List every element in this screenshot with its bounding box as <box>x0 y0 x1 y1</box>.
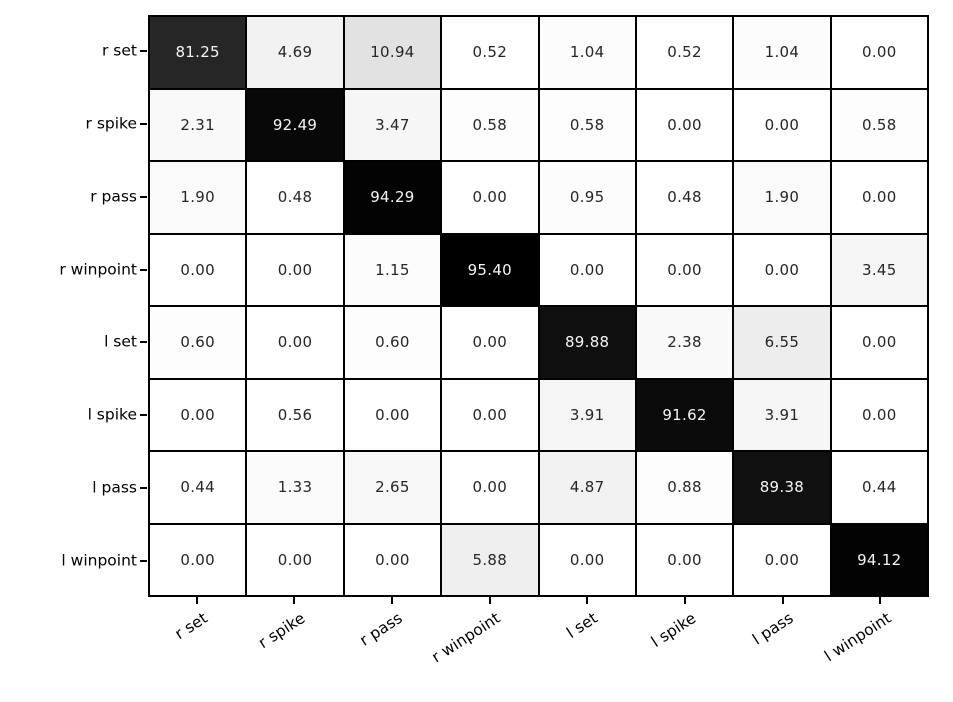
heatmap-cell: 4.87 <box>539 452 635 523</box>
heatmap-cell: 2.65 <box>344 452 441 523</box>
heatmap-cell: 1.04 <box>734 17 830 88</box>
heatmap-cell: 0.58 <box>831 89 927 160</box>
y-tick-label: l set <box>104 333 137 352</box>
y-tick-label: r spike <box>85 114 137 133</box>
heatmap-grid: 81.25 4.69 10.94 0.52 1.04 0.52 1.04 0.00 2.31 92… <box>148 15 929 597</box>
x-tick-mark <box>879 597 882 604</box>
heatmap-cell: 81.25 <box>150 17 246 88</box>
heatmap-cell: 0.88 <box>636 452 733 523</box>
y-tick-mark <box>140 50 147 53</box>
x-tick-mark <box>488 597 491 604</box>
heatmap-cell: 94.29 <box>344 162 441 233</box>
heatmap-cell: 2.31 <box>150 89 246 160</box>
x-tick-label: r spike <box>255 609 309 653</box>
y-tick-label: r pass <box>90 187 137 206</box>
heatmap-cell: 92.49 <box>247 89 343 160</box>
y-tick-mark <box>140 414 147 417</box>
heatmap-cell: 0.00 <box>636 234 733 305</box>
heatmap-cell: 3.47 <box>344 89 441 160</box>
y-tick-label: l pass <box>92 478 137 497</box>
heatmap-cell: 0.44 <box>150 452 246 523</box>
heatmap-cell: 0.00 <box>636 524 733 595</box>
x-tick-mark <box>781 597 784 604</box>
heatmap-cell: 5.88 <box>442 524 538 595</box>
y-tick-mark <box>140 195 147 198</box>
heatmap-cell: 0.00 <box>831 307 927 378</box>
heatmap-cell: 10.94 <box>344 17 441 88</box>
heatmap-cell: 2.38 <box>636 307 733 378</box>
heatmap-cell: 1.04 <box>539 17 635 88</box>
heatmap-cell: 0.52 <box>636 17 733 88</box>
heatmap-cell: 0.00 <box>442 379 538 450</box>
heatmap-cell: 0.00 <box>150 234 246 305</box>
heatmap-cell: 0.00 <box>734 524 830 595</box>
heatmap-cell: 0.00 <box>150 524 246 595</box>
x-tick-mark <box>391 597 394 604</box>
y-tick-mark <box>140 559 147 562</box>
x-tick-mark <box>293 597 296 604</box>
y-tick-mark <box>140 486 147 489</box>
heatmap-cell: 89.88 <box>539 307 635 378</box>
heatmap-cell: 3.45 <box>831 234 927 305</box>
x-tick-label: r pass <box>356 609 406 650</box>
heatmap-cell: 0.00 <box>831 379 927 450</box>
heatmap-cell: 0.00 <box>442 452 538 523</box>
heatmap-cell: 0.00 <box>247 234 343 305</box>
y-tick-mark <box>140 123 147 126</box>
heatmap-cell: 0.60 <box>150 307 246 378</box>
x-tick-mark <box>195 597 198 604</box>
heatmap-cell: 3.91 <box>539 379 635 450</box>
y-tick-mark <box>140 341 147 344</box>
x-tick-label: l set <box>563 609 602 643</box>
heatmap-cell: 0.00 <box>150 379 246 450</box>
heatmap-cell: 0.00 <box>247 524 343 595</box>
heatmap-cell: 0.44 <box>831 452 927 523</box>
heatmap-cell: 0.95 <box>539 162 635 233</box>
x-tick-label: l winpoint <box>820 609 894 666</box>
heatmap-cell: 1.90 <box>150 162 246 233</box>
heatmap-cell: 0.00 <box>831 162 927 233</box>
heatmap-cell: 1.33 <box>247 452 343 523</box>
heatmap-cell: 0.56 <box>247 379 343 450</box>
heatmap-cell: 0.00 <box>247 307 343 378</box>
heatmap-cell: 0.60 <box>344 307 441 378</box>
heatmap-cell: 0.48 <box>247 162 343 233</box>
x-tick-mark <box>586 597 589 604</box>
heatmap-cell: 0.00 <box>734 234 830 305</box>
y-tick-label: r set <box>102 42 137 61</box>
x-tick-label: r set <box>171 609 211 644</box>
heatmap-cell: 89.38 <box>734 452 830 523</box>
heatmap-cell: 0.00 <box>734 89 830 160</box>
heatmap-cell: 0.00 <box>636 89 733 160</box>
heatmap-cell: 0.00 <box>539 524 635 595</box>
x-tick-label: l spike <box>647 609 699 652</box>
heatmap-cell: 0.58 <box>539 89 635 160</box>
x-tick-mark <box>683 597 686 604</box>
x-tick-label: r winpoint <box>428 609 504 667</box>
heatmap-cell: 0.58 <box>442 89 538 160</box>
heatmap-cell: 1.90 <box>734 162 830 233</box>
heatmap-cell: 0.00 <box>442 162 538 233</box>
heatmap-cell: 0.48 <box>636 162 733 233</box>
y-tick-mark <box>140 268 147 271</box>
heatmap-cell: 0.00 <box>442 307 538 378</box>
heatmap-cell: 95.40 <box>442 234 538 305</box>
heatmap-cell: 94.12 <box>831 524 927 595</box>
heatmap-cell: 0.52 <box>442 17 538 88</box>
x-tick-label: l pass <box>749 609 797 649</box>
y-tick-label: l winpoint <box>61 551 137 570</box>
heatmap-cell: 4.69 <box>247 17 343 88</box>
heatmap-cell: 0.00 <box>831 17 927 88</box>
y-tick-label: r winpoint <box>59 260 137 279</box>
heatmap-cell: 1.15 <box>344 234 441 305</box>
heatmap-cell: 0.00 <box>539 234 635 305</box>
y-tick-label: l spike <box>87 405 137 424</box>
heatmap-cell: 0.00 <box>344 379 441 450</box>
heatmap-cell: 3.91 <box>734 379 830 450</box>
heatmap-cell: 0.00 <box>344 524 441 595</box>
heatmap-cell: 6.55 <box>734 307 830 378</box>
heatmap-cell: 91.62 <box>636 379 733 450</box>
